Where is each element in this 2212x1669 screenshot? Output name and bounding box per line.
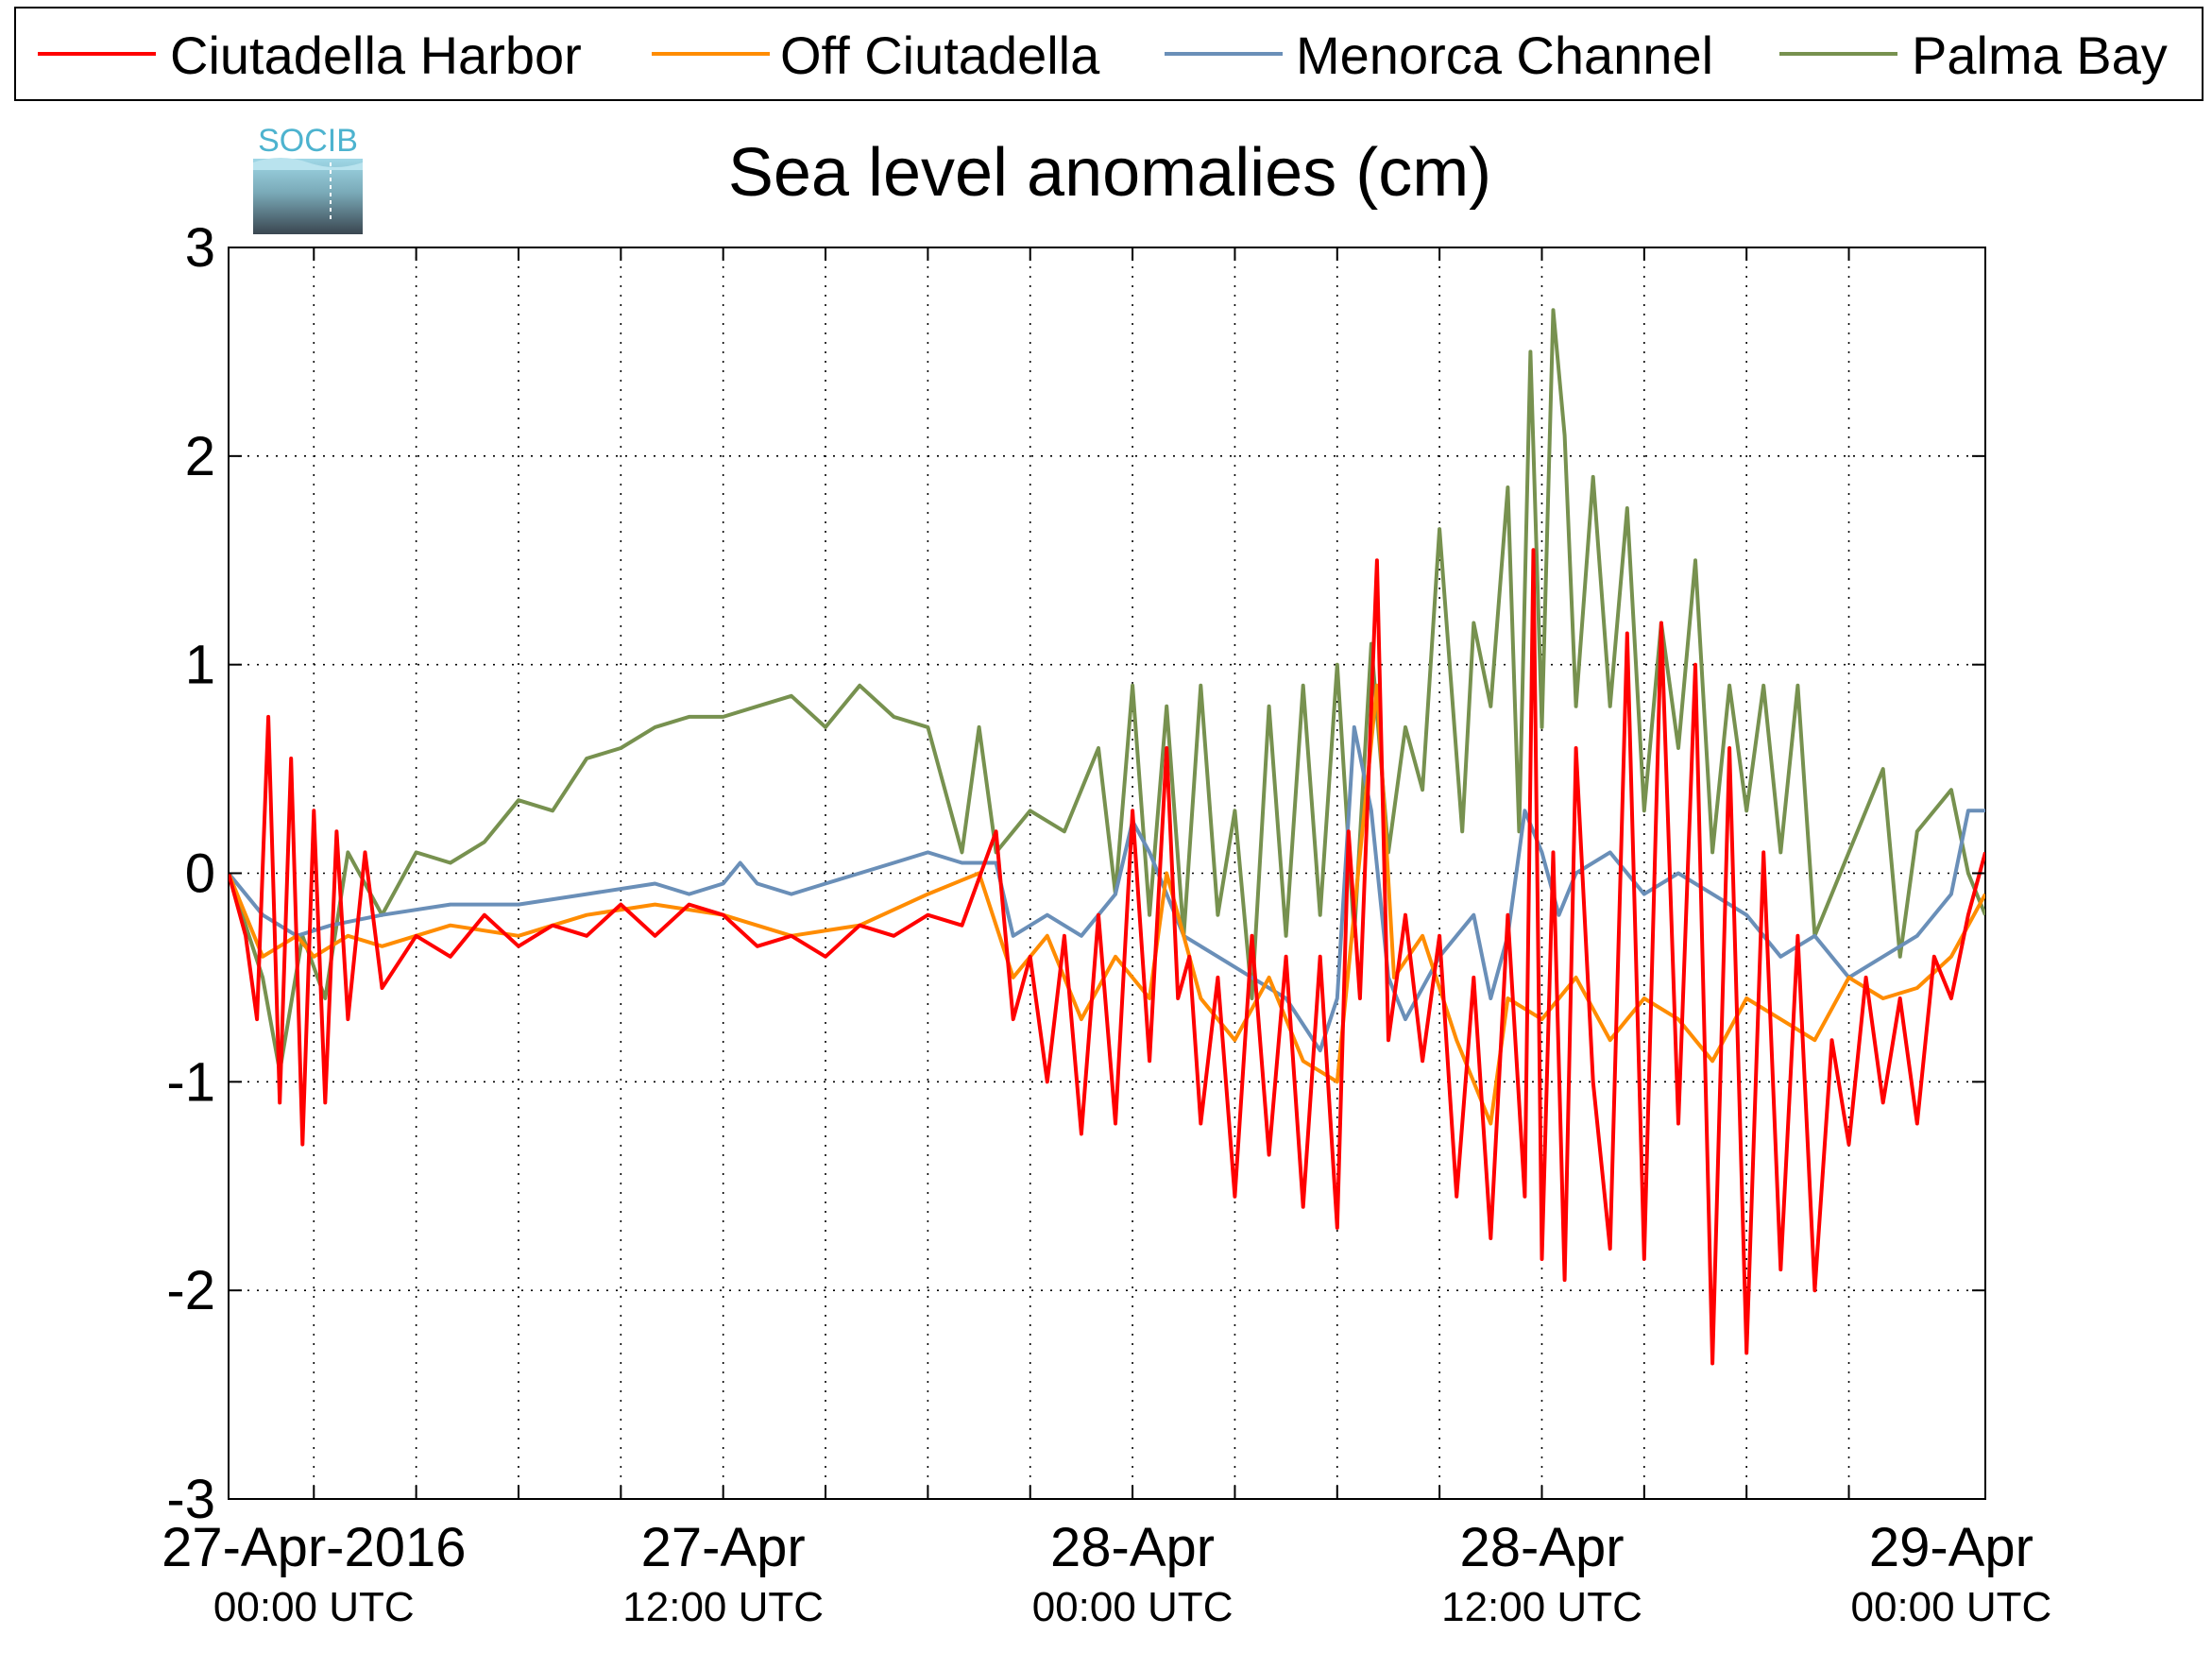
x-tick-label-date: 27-Apr	[641, 1517, 806, 1578]
series-line-ciutadella-harbor	[229, 548, 1985, 1366]
x-tick-label-time: 12:00 UTC	[1441, 1584, 1642, 1630]
logo-text: SOCIB	[258, 123, 358, 159]
x-tick-label-date: 28-Apr	[1050, 1517, 1215, 1578]
legend-entry: Menorca Channel	[1165, 26, 1713, 85]
y-tick-label: -1	[166, 1051, 215, 1113]
logo-wave	[253, 158, 363, 170]
socib-logo: SOCIB	[253, 123, 363, 234]
y-tick-label: 1	[185, 635, 215, 696]
y-tick-label: -3	[166, 1469, 215, 1530]
x-tick-label-time: 00:00 UTC	[1032, 1584, 1234, 1630]
x-tick-label-date: 27-Apr-2016	[162, 1517, 466, 1578]
legend-entry: Palma Bay	[1779, 26, 2168, 85]
grid	[229, 247, 1985, 1499]
x-tick-label-date: 29-Apr	[1869, 1517, 2033, 1578]
legend-label: Off Ciutadella	[780, 26, 1100, 85]
chart-title: Sea level anomalies (cm)	[728, 135, 1491, 211]
y-tick-label: 2	[185, 426, 215, 487]
series-group	[229, 308, 1985, 1366]
x-tick-label-time: 12:00 UTC	[622, 1584, 824, 1630]
legend-label: Menorca Channel	[1296, 26, 1713, 85]
series-layer	[229, 308, 1985, 1366]
legend: Ciutadella Harbor Off Ciutadella Menorca…	[14, 7, 2203, 101]
y-tick-label: 0	[185, 843, 215, 905]
y-tick-label: 3	[185, 217, 215, 279]
legend-label: Ciutadella Harbor	[170, 26, 582, 85]
legend-entry: Off Ciutadella	[652, 26, 1100, 85]
x-tick-label-date: 28-Apr	[1459, 1517, 1624, 1578]
axes: -3 -2 -1 0 1 2 3 27-Apr-2016 00:00 UTC 27-Apr 12:0…	[162, 217, 2051, 1630]
series-line-palma-bay	[229, 308, 1985, 1074]
y-tick-label: -2	[166, 1260, 215, 1321]
legend-entry: Ciutadella Harbor	[38, 26, 582, 85]
logo-block	[253, 159, 363, 234]
x-tick-label-time: 00:00 UTC	[213, 1584, 415, 1630]
legend-label: Palma Bay	[1912, 26, 2168, 85]
x-tick-label-time: 00:00 UTC	[1851, 1584, 2052, 1630]
